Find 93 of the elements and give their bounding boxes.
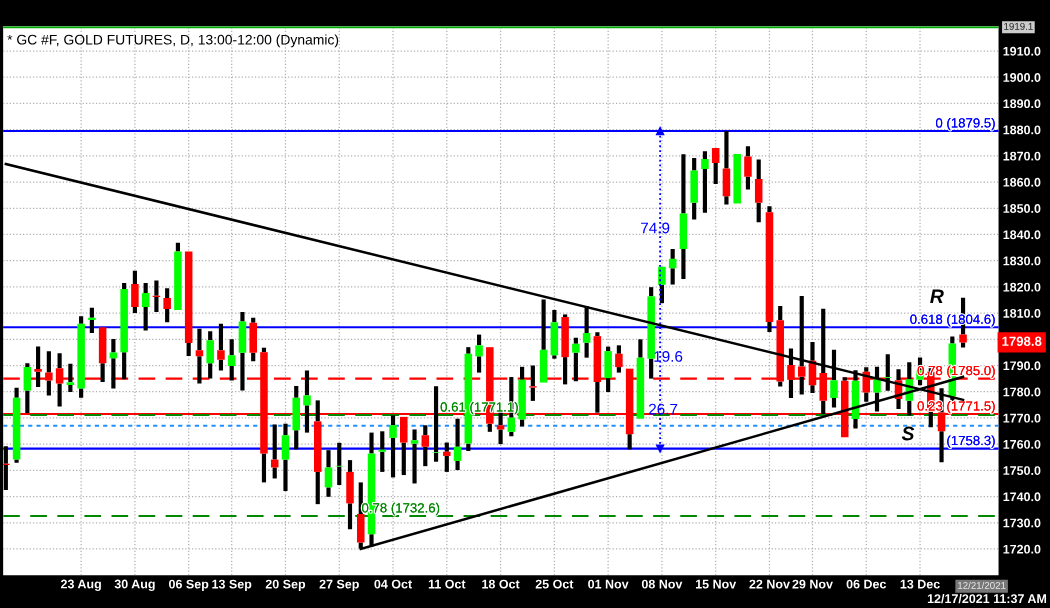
candlestick <box>410 429 419 484</box>
y-tick-label: 1910.0 <box>1003 46 1041 56</box>
candlestick <box>163 288 171 323</box>
x-tick-label: 13 Dec <box>900 579 940 589</box>
y-tick-label: 1830.0 <box>1003 256 1041 266</box>
x-tick-label: 11 Oct <box>428 579 466 589</box>
y-tick-label: 1900.0 <box>1003 73 1041 82</box>
candlestick <box>733 154 741 204</box>
candlestick <box>539 299 548 383</box>
candlestick <box>389 415 397 478</box>
candlestick <box>141 282 150 331</box>
candlestick <box>561 314 569 385</box>
candlestick <box>131 270 139 314</box>
y-tick-label: 1850.0 <box>1003 204 1041 213</box>
y-tick-label: 1820.0 <box>1003 282 1041 292</box>
candlestick <box>754 159 763 223</box>
y-tick-label: 1890.0 <box>1003 99 1041 109</box>
candlestick <box>292 385 300 450</box>
annotation: 19.6 <box>654 351 683 362</box>
candlestick <box>765 206 774 332</box>
x-tick-label: 04 Oct <box>374 579 412 589</box>
candlestick <box>658 266 666 304</box>
candlestick <box>453 418 462 471</box>
candlestick <box>88 307 96 334</box>
candlestick <box>66 363 75 392</box>
y-tick-label: 1870.0 <box>1003 151 1041 161</box>
x-tick-label: 23 Aug <box>60 579 101 591</box>
candlestick <box>582 306 591 358</box>
y-tick-label: 1810.0 <box>1003 308 1041 318</box>
text: 12/17/2021 11:37 AM <box>927 593 1047 604</box>
candlestick <box>550 309 559 359</box>
ref-line-label: 1919.1 <box>1004 22 1033 30</box>
candlestick <box>443 442 451 472</box>
candlestick <box>109 339 118 389</box>
candlestick <box>184 251 193 357</box>
ref-line-label: 0 (1879.5) <box>935 117 995 131</box>
candlestick <box>711 148 720 184</box>
y-tick-label: 1740.0 <box>1003 492 1041 502</box>
candlestick <box>636 339 645 419</box>
candlestick <box>572 337 580 382</box>
candlestick <box>12 387 21 463</box>
candlestick <box>744 146 752 190</box>
x-tick-label: 22 Nov <box>749 579 790 589</box>
y-tick-label: 1720.0 <box>1003 544 1041 554</box>
y-tick-label: 1750.0 <box>1003 466 1041 475</box>
candlestick <box>77 316 85 398</box>
annotation: S <box>901 426 915 441</box>
annotation: R <box>930 289 944 303</box>
x-tick-label: 20 Sep <box>265 579 306 591</box>
candlestick <box>120 282 128 380</box>
candlestick <box>421 425 430 467</box>
candlestick <box>701 151 709 213</box>
x-tick-label: 01 Nov <box>588 579 629 589</box>
x-tick-label: 25 Oct <box>535 579 574 589</box>
candlestick <box>432 386 440 462</box>
y-tick-label: 1770.0 <box>1003 413 1041 423</box>
candlestick <box>324 450 333 497</box>
text: 12/21/2021 <box>958 581 1006 589</box>
x-tick-label: 08 Nov <box>641 579 683 589</box>
x-tick-label: 30 Aug <box>114 579 155 591</box>
x-tick-label: 15 Nov <box>695 579 737 589</box>
candlestick <box>23 363 32 413</box>
candlestick <box>174 242 182 310</box>
candlestick <box>206 331 214 379</box>
candlestick <box>303 370 311 433</box>
annotation: 74.9 <box>641 222 670 234</box>
x-tick-label: 13 Sep <box>212 579 252 591</box>
candlestick <box>281 423 290 492</box>
candlestick <box>400 416 408 476</box>
y-tick-label: 1730.0 <box>1003 518 1041 528</box>
x-tick-label: 06 Sep <box>169 579 209 591</box>
x-tick-label: 27 Sep <box>319 579 359 591</box>
y-tick-label: 1760.0 <box>1003 439 1041 449</box>
candlestick <box>690 157 698 220</box>
candlestick <box>238 312 247 391</box>
x-tick-label: 18 Oct <box>482 579 520 589</box>
y-tick-label: 1880.0 <box>1003 125 1041 135</box>
candlestick <box>722 130 731 205</box>
candlestick <box>679 154 688 280</box>
x-tick-label: 06 Dec <box>846 579 887 589</box>
text: 1798.8 <box>1002 336 1042 346</box>
y-tick-label: 1840.0 <box>1003 230 1041 240</box>
y-tick-label: 1860.0 <box>1003 177 1041 187</box>
y-tick-label: 1780.0 <box>1003 387 1041 397</box>
annotation: 26.7 <box>649 403 678 415</box>
ref-line-label: (1758.3) <box>947 435 995 448</box>
text: * GC #F, GOLD FUTURES, D, 13:00-12:00 (Dynamic) <box>7 34 339 48</box>
y-tick-label: 1790.0 <box>1003 361 1041 371</box>
candlestick <box>615 345 623 373</box>
candlestick <box>346 460 354 530</box>
x-tick-label: 29 Nov <box>792 579 833 589</box>
candlestick <box>227 339 236 381</box>
candlestick <box>647 287 655 379</box>
